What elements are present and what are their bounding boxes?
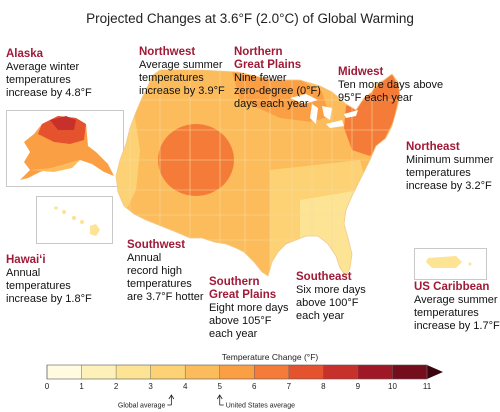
hawaii-inset [36,196,113,244]
legend-swatch [81,365,117,379]
region-desc-midwest: Ten more days above 95°F each year [338,79,444,104]
legend-title: Temperature Change (°F) [221,352,319,362]
legend-swatch [357,365,393,379]
alaska-shape [20,116,114,180]
region-name-midwest: Midwest [338,66,384,78]
legend-tick-label: 1 [79,382,84,391]
region-name-hawaii: Hawai‘i [6,254,46,266]
region-desc-northwest: Average summer temperatures increase by … [139,59,225,97]
southern-great-plains-callout: Southern Great Plains Eight more days ab… [209,276,288,341]
legend-tick-label: 6 [252,382,257,391]
region-desc-alaska: Average winter temperatures increase by … [6,61,92,99]
puerto-rico-shape [426,256,472,268]
northwest-callout: Northwest Average summer temperatures in… [139,46,225,98]
legend: 0 1 2 3 4 5 6 7 8 9 10 11 Global average United State… [45,364,443,410]
region-name-northern-great-plains: Northern Great Plains [234,46,302,71]
legend-tick-label: 9 [356,382,361,391]
region-desc-hawaii: Annual temperatures increase by 1.8°F [6,267,92,305]
region-desc-us-caribbean: Average summer temperatures increase by … [414,294,500,332]
legend-tick-label: 2 [114,382,119,391]
hawaii-shape [54,206,100,236]
legend-swatch [185,365,221,379]
southwest-callout: Southwest Annual record high temperature… [127,239,204,304]
global-average-label: Global average [118,403,166,410]
midwest-callout: Midwest Ten more days above 95°F each ye… [338,66,443,105]
legend-swatch [150,365,186,379]
us-average-label: United States average [226,403,295,410]
legend-tick-label: 11 [423,382,432,391]
region-desc-southeast: Six more days above 100°F each year [296,284,366,322]
region-name-southeast: Southeast [296,271,352,283]
legend-swatch [219,365,255,379]
global-average-arrow-icon [168,394,175,400]
legend-swatch [323,365,359,379]
legend-tick-label: 0 [45,382,50,391]
legend-swatch [116,365,151,379]
region-name-northeast: Northeast [406,141,460,153]
legend-swatch [392,365,428,379]
great-lakes [290,94,358,128]
legend-swatch [254,365,290,379]
region-desc-northern-great-plains: Nine fewer zero-degree (0°F) days each y… [234,72,321,110]
legend-swatch [288,365,324,379]
southeast-callout: Southeast Six more days above 100°F each… [296,271,366,323]
region-name-northwest: Northwest [139,46,196,58]
region-name-alaska: Alaska [6,48,44,60]
region-desc-southern-great-plains: Eight more days above 105°F each year [209,302,289,340]
us-caribbean-callout: US Caribbean Average summer temperatures… [414,281,500,333]
region-name-southern-great-plains: Southern Great Plains [209,276,277,301]
map-title: Projected Changes at 3.6°F (2.0°C) of Gl… [86,11,414,26]
hawaii-callout: Hawai‘i Annual temperatures increase by … [6,254,92,306]
region-name-southwest: Southwest [127,239,186,251]
legend-tick-label: 7 [287,382,292,391]
legend-tick-label: 8 [321,382,326,391]
region-desc-southwest: Annual record high temperatures are 3.7°… [127,252,204,303]
legend-swatch [47,365,82,379]
legend-tick-label: 4 [183,382,188,391]
legend-tick-label: 5 [218,382,223,391]
region-name-us-caribbean: US Caribbean [414,281,490,293]
alaska-callout: Alaska Average winter temperatures incre… [6,48,92,100]
legend-arrow-icon [427,365,443,379]
legend-tick-label: 3 [148,382,153,391]
northern-great-plains-callout: Northern Great Plains Nine fewer zero-de… [234,46,321,111]
us-average-arrow-icon [216,394,223,400]
legend-tick-label: 10 [388,382,397,391]
region-desc-northeast: Minimum summer temperatures increase by … [406,154,494,192]
northeast-callout: Northeast Minimum summer temperatures in… [406,141,493,193]
